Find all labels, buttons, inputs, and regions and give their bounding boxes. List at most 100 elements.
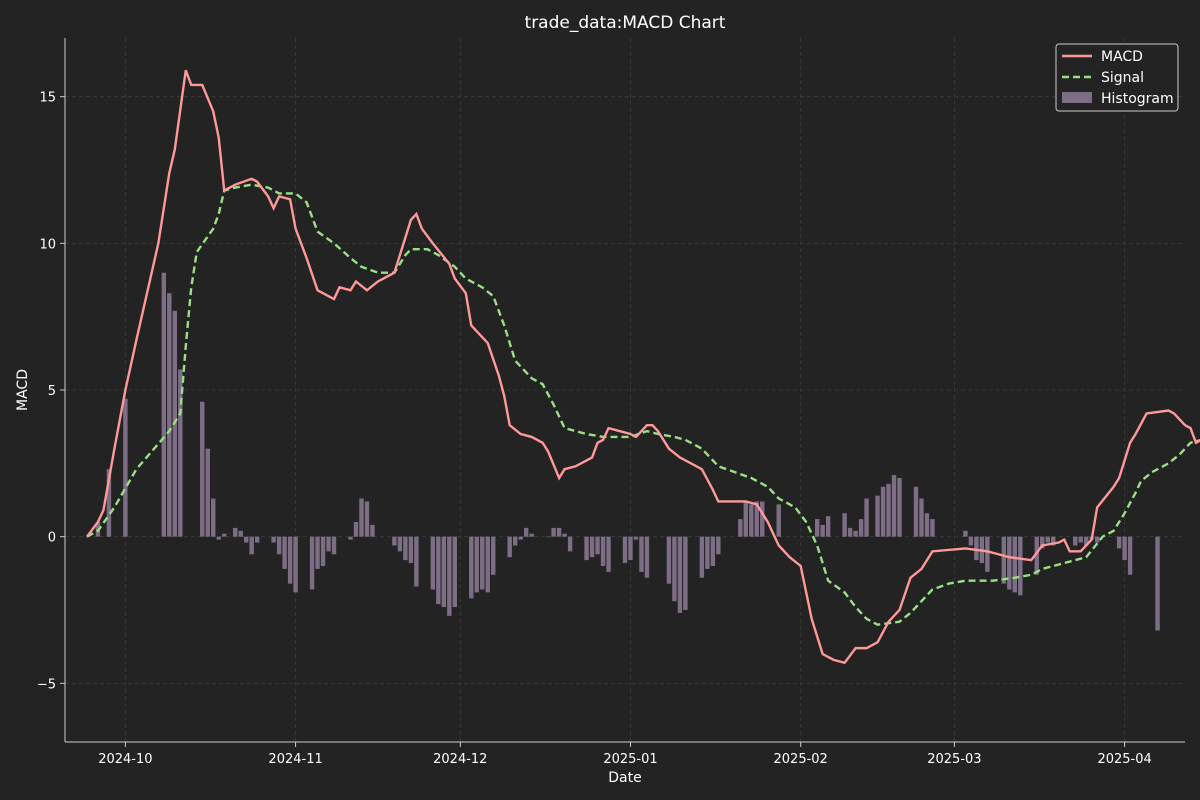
legend-signal-label: Signal	[1101, 70, 1144, 86]
legend-macd-label: MACD	[1101, 49, 1143, 65]
histogram-bar	[842, 513, 847, 537]
histogram-bar	[985, 536, 990, 572]
histogram-bar	[551, 527, 556, 537]
legend-histogram-label: Histogram	[1101, 91, 1174, 107]
histogram-bar	[216, 536, 221, 540]
x-tick-label: 2024-11	[268, 752, 322, 767]
histogram-bar	[359, 498, 364, 537]
histogram-bar	[886, 483, 891, 537]
histogram-bar	[897, 478, 902, 537]
histogram-bar	[200, 401, 205, 537]
histogram-bar	[309, 536, 315, 590]
histogram-bar	[562, 533, 567, 537]
histogram-bar	[968, 536, 974, 546]
histogram-bar	[1094, 536, 1100, 543]
histogram-bar	[123, 398, 128, 537]
histogram-bar	[392, 536, 397, 546]
histogram-bar	[677, 536, 683, 613]
histogram-bar	[880, 486, 886, 537]
y-tick-label: 5	[48, 384, 56, 399]
histogram-bar	[233, 527, 238, 537]
histogram-bar	[963, 530, 968, 537]
histogram-bar	[1034, 536, 1039, 575]
histogram-bar	[754, 501, 759, 537]
histogram-bar	[480, 536, 485, 590]
signal-line	[86, 183, 1200, 626]
y-tick-label: 10	[39, 237, 56, 252]
histogram-bar	[441, 536, 447, 608]
histogram-bar	[249, 536, 254, 555]
histogram-bar	[430, 536, 436, 590]
histogram-bar	[1001, 536, 1007, 584]
histogram-bar	[491, 536, 496, 575]
legend-histogram-swatch	[1062, 92, 1092, 103]
histogram-bar	[507, 536, 512, 558]
histogram-bar	[633, 536, 639, 540]
histogram-bar	[639, 536, 644, 572]
histogram-bar	[622, 536, 628, 564]
histogram-bar	[1073, 536, 1078, 546]
x-tick-label: 2025-01	[603, 752, 657, 767]
histogram-bar	[282, 536, 287, 569]
macd-line	[85, 69, 1200, 665]
histogram-bar	[716, 536, 721, 555]
histogram-bar	[518, 536, 523, 540]
histogram-bar	[919, 498, 924, 537]
histogram-bar	[672, 536, 677, 602]
histogram-bar	[397, 536, 403, 552]
histogram-bar	[529, 533, 534, 537]
histogram-bar	[1040, 536, 1045, 549]
histogram-bar	[1007, 536, 1012, 590]
histogram-bar	[513, 536, 518, 546]
histogram-bar	[776, 504, 781, 537]
histogram-bar	[326, 536, 331, 552]
histogram-bar	[287, 536, 293, 584]
histogram-bar	[930, 519, 935, 537]
histogram-bar	[853, 530, 858, 537]
histogram-bar	[628, 536, 633, 561]
histogram-bar	[683, 536, 688, 610]
histogram-bar	[178, 369, 183, 537]
histogram-bar	[606, 536, 611, 572]
x-ticks: 2024-10 2024-11 2024-12 2025-01 2025-02 2025-…	[98, 742, 1152, 767]
histogram-bar	[1078, 536, 1083, 543]
y-tick-label: 15	[39, 91, 56, 106]
histogram-bar	[556, 527, 562, 537]
histogram-bar	[858, 519, 864, 537]
y-tick-label: −5	[37, 677, 56, 692]
histogram-bar	[271, 536, 276, 543]
histogram-bar	[293, 536, 298, 593]
histogram-bar	[485, 536, 490, 593]
x-tick-label: 2024-10	[98, 752, 152, 767]
x-tick-label: 2024-12	[433, 752, 487, 767]
histogram-bar	[436, 536, 441, 605]
histogram-bar	[666, 536, 672, 584]
histogram-bar	[211, 498, 216, 537]
histogram-bar	[523, 527, 529, 537]
histogram-bar	[276, 536, 282, 555]
histogram-bar	[974, 536, 979, 561]
histogram-bar	[474, 536, 479, 593]
legend: MACD Signal Histogram	[1055, 43, 1179, 112]
histogram-bar	[1127, 536, 1133, 575]
histogram-bar	[106, 469, 112, 537]
histogram-bar	[738, 519, 743, 537]
y-axis-title: MACD	[15, 369, 31, 411]
histogram-bar	[825, 516, 831, 537]
histogram-bars	[95, 272, 1160, 631]
histogram-bar	[705, 536, 710, 569]
histogram-bar	[600, 536, 606, 566]
histogram-bar	[1018, 536, 1023, 596]
histogram-bar	[924, 513, 930, 537]
histogram-bar	[414, 536, 419, 587]
histogram-bar	[205, 448, 210, 537]
histogram-bar	[545, 536, 551, 538]
histogram-bar	[1122, 536, 1127, 561]
x-tick-label: 2025-02	[774, 752, 828, 767]
histogram-bar	[1083, 536, 1089, 546]
histogram-bar	[749, 504, 754, 537]
x-tick-label: 2025-03	[927, 752, 981, 767]
histogram-bar	[847, 527, 853, 537]
histogram-bar	[1155, 536, 1160, 631]
